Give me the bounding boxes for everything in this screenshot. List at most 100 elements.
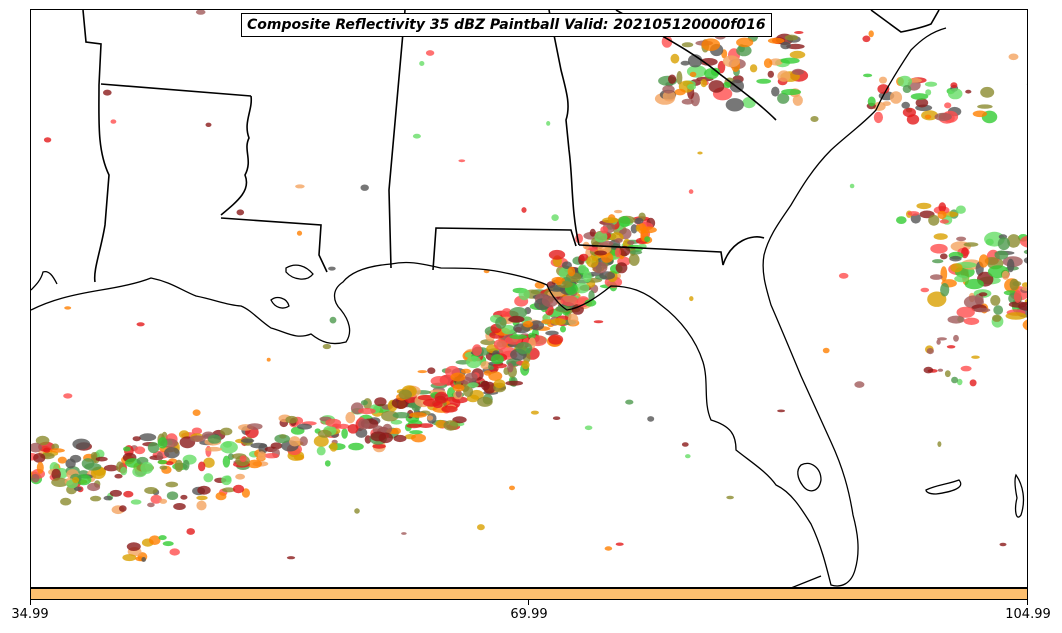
reflectivity-blob — [662, 85, 675, 94]
reflectivity-blob — [427, 415, 434, 421]
colorbar-tick-label-max: 104.99 — [1005, 607, 1051, 622]
reflectivity-blob — [126, 542, 141, 551]
reflectivity-blob — [169, 548, 180, 556]
reflectivity-blob — [73, 486, 82, 491]
reflectivity-blob — [286, 556, 296, 560]
reflectivity-blob — [530, 410, 539, 415]
reflectivity-blob — [147, 442, 160, 454]
reflectivity-blob — [205, 446, 223, 452]
reflectivity-blob — [501, 308, 512, 319]
reflectivity-blob — [381, 410, 399, 422]
reflectivity-blob — [972, 110, 988, 118]
reflectivity-blob — [594, 231, 608, 243]
reflectivity-blob — [925, 89, 932, 96]
reflectivity-blob — [119, 505, 127, 512]
reflectivity-blob — [956, 236, 967, 242]
reflectivity-blob — [289, 436, 301, 447]
reflectivity-blob — [360, 400, 368, 406]
reflectivity-blob — [956, 306, 975, 318]
reflectivity-blob — [944, 370, 951, 378]
reflectivity-blob — [401, 532, 407, 535]
reflectivity-blob — [31, 442, 42, 453]
colorbar-tick-max — [1027, 600, 1028, 605]
reflectivity-blob — [493, 339, 507, 350]
reflectivity-blob — [455, 389, 462, 398]
reflectivity-blob — [541, 295, 559, 308]
reflectivity-blob — [822, 347, 830, 354]
reflectivity-blob — [722, 55, 741, 68]
reflectivity-blob — [662, 90, 676, 102]
reflectivity-blob — [1005, 312, 1027, 320]
map-canvas — [31, 10, 1028, 587]
reflectivity-blob — [907, 211, 920, 216]
reflectivity-blob — [203, 473, 214, 483]
reflectivity-paintball-layer — [31, 10, 1028, 562]
reflectivity-blob — [447, 387, 456, 400]
reflectivity-blob — [937, 441, 942, 447]
reflectivity-blob — [615, 262, 628, 274]
reflectivity-blob — [465, 372, 478, 382]
reflectivity-blob — [398, 389, 412, 400]
reflectivity-blob — [614, 247, 621, 258]
reflectivity-blob — [122, 554, 137, 562]
texas-coast — [31, 270, 58, 291]
reflectivity-blob — [159, 498, 168, 504]
reflectivity-blob — [974, 293, 984, 305]
colorbar — [30, 588, 1028, 600]
reflectivity-blob — [110, 119, 117, 124]
reflectivity-blob — [195, 10, 206, 15]
reflectivity-blob — [522, 320, 533, 328]
reflectivity-blob — [1027, 268, 1028, 274]
reflectivity-blob — [947, 88, 963, 100]
reflectivity-blob — [390, 419, 403, 425]
reflectivity-blob — [584, 299, 597, 307]
reflectivity-blob — [688, 189, 694, 194]
reflectivity-blob — [630, 250, 643, 255]
reflectivity-blob — [548, 334, 564, 345]
reflectivity-blob — [567, 266, 576, 277]
reflectivity-blob — [965, 89, 972, 94]
reflectivity-blob — [896, 216, 907, 225]
reflectivity-blob — [372, 443, 386, 449]
reflectivity-blob — [687, 83, 697, 90]
state-line-al-fl — [432, 227, 577, 271]
reflectivity-blob — [777, 92, 790, 104]
state-line-al-ga — [548, 10, 580, 246]
reflectivity-blob — [159, 465, 168, 470]
reflectivity-blob — [158, 535, 167, 541]
reflectivity-blob — [670, 53, 680, 64]
reflectivity-blob — [509, 334, 528, 340]
reflectivity-blob — [64, 306, 72, 310]
reflectivity-blob — [980, 86, 995, 98]
reflectivity-blob — [1019, 235, 1027, 248]
reflectivity-blob — [72, 438, 91, 450]
reflectivity-blob — [337, 423, 350, 429]
reflectivity-blob — [784, 34, 799, 41]
reflectivity-blob — [561, 261, 573, 269]
reflectivity-blob — [953, 334, 959, 342]
map-panel — [30, 9, 1028, 588]
reflectivity-blob — [345, 411, 356, 424]
reflectivity-blob — [927, 291, 947, 307]
reflectivity-blob — [270, 442, 283, 450]
reflectivity-blob — [463, 385, 474, 397]
reflectivity-blob — [393, 434, 407, 443]
reflectivity-blob — [220, 427, 233, 436]
reflectivity-blob — [493, 379, 506, 389]
reflectivity-blob — [51, 477, 69, 487]
reflectivity-blob — [940, 253, 948, 260]
reflectivity-blob — [329, 316, 337, 324]
reflectivity-blob — [867, 96, 876, 107]
reflectivity-blob — [162, 541, 174, 547]
colorbar-tick-mid — [528, 600, 529, 605]
reflectivity-blob — [1012, 281, 1022, 287]
reflectivity-blob — [1013, 290, 1022, 303]
reflectivity-blob — [257, 451, 266, 461]
reflectivity-blob — [141, 557, 146, 562]
reflectivity-blob — [949, 255, 962, 262]
reflectivity-blob — [317, 429, 332, 438]
reflectivity-blob — [889, 91, 903, 104]
reflectivity-blob — [771, 86, 780, 97]
reflectivity-blob — [186, 528, 195, 535]
reflectivity-blob — [936, 339, 941, 345]
